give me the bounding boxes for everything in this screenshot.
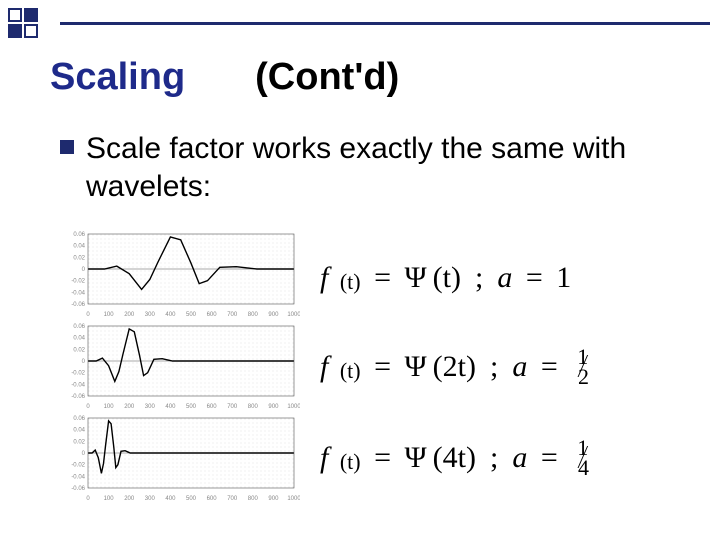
svg-text:0: 0 [82,451,86,457]
svg-text:500: 500 [186,404,197,410]
svg-text:800: 800 [248,496,259,502]
wavelet-charts-column: -0.06-0.04-0.0200.020.040.06010020030040… [60,230,300,520]
equations-column: f (t) = Ψ(t); a = 1 f (t) = Ψ(2t); a = 1⁄… [320,230,690,520]
svg-text:0: 0 [82,267,86,273]
bullet-text: Scale factor works exactly the same with… [86,130,680,205]
svg-text:500: 500 [186,312,197,318]
svg-text:-0.06: -0.06 [71,302,85,308]
header-divider [60,22,710,25]
svg-text:600: 600 [207,312,218,318]
svg-text:800: 800 [248,404,259,410]
svg-text:700: 700 [227,496,238,502]
svg-text:-0.02: -0.02 [71,463,85,469]
svg-text:0: 0 [82,359,86,365]
svg-text:0: 0 [86,404,90,410]
svg-text:0: 0 [86,312,90,318]
slide-title: Scaling (Cont'd) [50,56,399,99]
svg-text:900: 900 [268,496,279,502]
svg-text:700: 700 [227,312,238,318]
svg-text:400: 400 [165,312,176,318]
svg-text:0.02: 0.02 [73,255,85,261]
title-part-contd: (Cont'd) [255,56,399,99]
svg-text:300: 300 [145,312,156,318]
svg-text:0.04: 0.04 [73,428,85,434]
bullet-marker-icon [60,140,74,154]
svg-text:400: 400 [165,404,176,410]
svg-text:0.02: 0.02 [73,439,85,445]
svg-text:1000: 1000 [287,404,300,410]
svg-text:-0.04: -0.04 [71,290,85,296]
svg-text:0.06: 0.06 [73,416,85,422]
svg-text:500: 500 [186,496,197,502]
svg-text:300: 300 [145,404,156,410]
svg-text:1000: 1000 [287,312,300,318]
bullet-item: Scale factor works exactly the same with… [60,130,680,205]
svg-text:0.06: 0.06 [73,232,85,238]
svg-text:600: 600 [207,404,218,410]
svg-text:200: 200 [124,404,135,410]
svg-text:200: 200 [124,496,135,502]
equation-1: f (t) = Ψ(t); a = 1 [320,261,690,295]
fraction: 1⁄2 [571,348,595,386]
svg-text:100: 100 [104,496,115,502]
svg-text:-0.06: -0.06 [71,486,85,492]
svg-text:900: 900 [268,312,279,318]
svg-text:-0.02: -0.02 [71,279,85,285]
svg-text:800: 800 [248,312,259,318]
wavelet-chart-1: -0.06 -0.04 -0.02 0 0.02 0.04 0.06 0 100 200 300 40… [60,230,300,318]
svg-text:200: 200 [124,312,135,318]
svg-text:-0.04: -0.04 [71,382,85,388]
equation-2: f (t) = Ψ(2t); a = 1⁄2 [320,348,690,386]
svg-text:0.02: 0.02 [73,347,85,353]
svg-text:0.04: 0.04 [73,336,85,342]
svg-text:300: 300 [145,496,156,502]
equation-3: f (t) = Ψ(4t); a = 1⁄4 [320,439,690,477]
svg-text:1000: 1000 [287,496,300,502]
svg-text:0.06: 0.06 [73,324,85,330]
title-part-scaling: Scaling [50,56,185,99]
svg-text:-0.04: -0.04 [71,474,85,480]
corner-squares-decor [8,8,54,38]
svg-text:100: 100 [104,312,115,318]
svg-text:0: 0 [86,496,90,502]
fraction: 1⁄4 [571,439,595,477]
wavelet-chart-2: -0.06 -0.04 -0.02 0 0.02 0.04 0.06 0 100 200 300 40… [60,322,300,410]
svg-text:900: 900 [268,404,279,410]
svg-text:-0.06: -0.06 [71,394,85,400]
content-area: -0.06-0.04-0.0200.020.040.06010020030040… [60,230,690,520]
svg-text:700: 700 [227,404,238,410]
svg-text:-0.02: -0.02 [71,371,85,377]
svg-text:100: 100 [104,404,115,410]
svg-text:0.04: 0.04 [73,244,85,250]
svg-text:400: 400 [165,496,176,502]
svg-text:600: 600 [207,496,218,502]
wavelet-chart-3: -0.06 -0.04 -0.02 0 0.02 0.04 0.06 0 100 200 300 40… [60,414,300,502]
